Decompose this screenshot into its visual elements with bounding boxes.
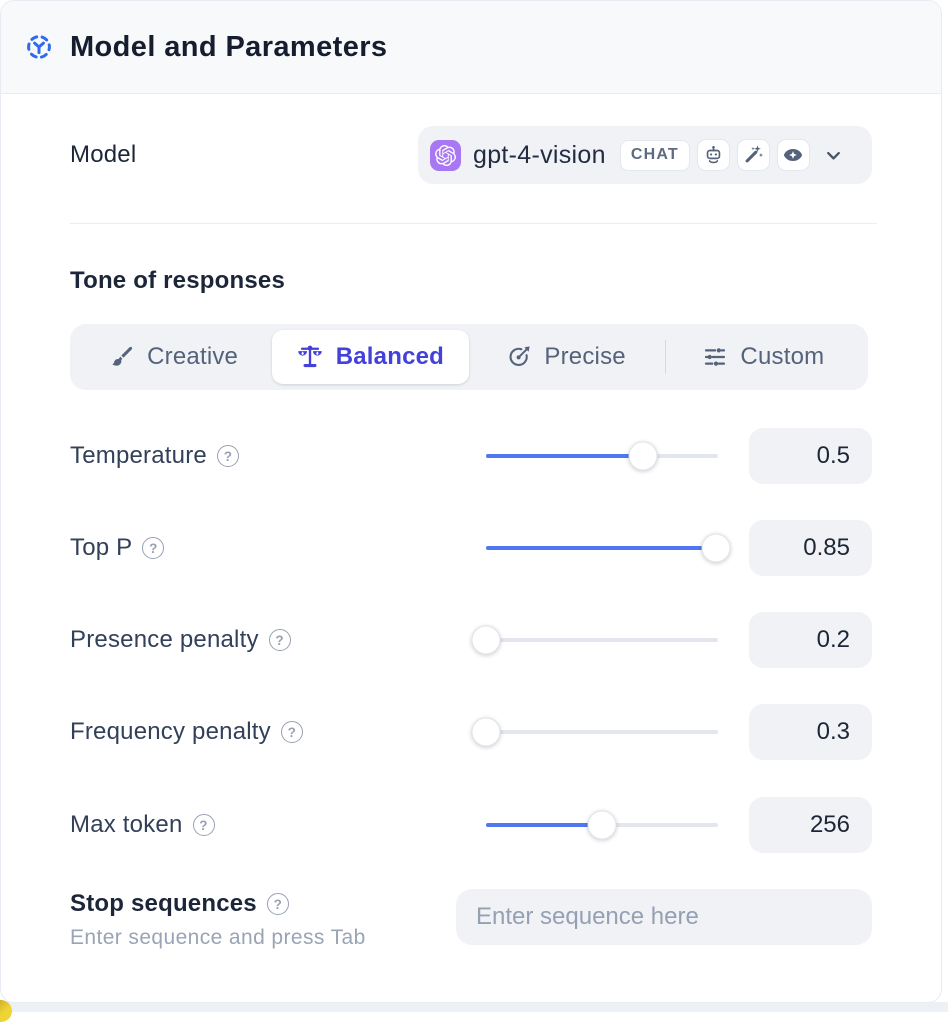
stop-sequence-input[interactable] bbox=[456, 889, 872, 945]
stop-sequences-title: Stop sequences ? bbox=[70, 890, 366, 918]
parameter-value: 0.2 bbox=[749, 612, 872, 668]
parameter-label-text: Presence penalty bbox=[70, 626, 259, 653]
parameter-label: Presence penalty ? bbox=[70, 626, 291, 654]
help-icon[interactable]: ? bbox=[142, 537, 165, 559]
parameter-label-text: Temperature bbox=[70, 442, 207, 469]
stop-sequences-row: Stop sequences ? Enter sequence and pres… bbox=[70, 889, 872, 949]
panel-header: Model and Parameters bbox=[1, 1, 941, 94]
tone-heading: Tone of responses bbox=[70, 267, 285, 294]
parameter-row-max-token: Max token ? 256 bbox=[70, 797, 872, 853]
help-icon[interactable]: ? bbox=[192, 814, 215, 836]
section-divider bbox=[70, 223, 877, 224]
tone-option-label: Precise bbox=[544, 343, 626, 370]
parameter-row-temperature: Temperature ? 0.5 bbox=[70, 428, 872, 484]
model-row: Model gpt-4-vision CHAT bbox=[70, 126, 872, 184]
parameter-label-text: Top P bbox=[70, 534, 133, 561]
slider-fill bbox=[486, 823, 602, 827]
paintbrush-icon bbox=[110, 345, 134, 369]
target-icon bbox=[507, 345, 531, 369]
stop-sequences-labels: Stop sequences ? Enter sequence and pres… bbox=[70, 890, 366, 950]
tone-segmented-control: Creative Balanced bbox=[70, 324, 868, 390]
slider-thumb[interactable] bbox=[471, 717, 501, 747]
parameter-slider[interactable] bbox=[486, 797, 718, 853]
magic-wand-icon bbox=[736, 139, 770, 171]
parameter-label: Top P ? bbox=[70, 534, 165, 562]
chat-badge: CHAT bbox=[619, 139, 690, 171]
sliders-icon bbox=[703, 345, 727, 369]
help-icon[interactable]: ? bbox=[216, 445, 239, 467]
openai-logo-icon bbox=[430, 139, 461, 171]
parameter-value: 256 bbox=[749, 797, 872, 853]
parameter-label: Max token ? bbox=[70, 811, 215, 839]
tone-option-label: Creative bbox=[147, 343, 239, 370]
parameter-slider[interactable] bbox=[471, 704, 718, 760]
slider-thumb[interactable] bbox=[471, 625, 501, 655]
robot-icon bbox=[696, 139, 730, 171]
stop-sequences-caption: Enter sequence and press Tab bbox=[70, 926, 366, 949]
model-select[interactable]: gpt-4-vision CHAT bbox=[418, 126, 872, 184]
chevron-down-icon bbox=[822, 144, 845, 167]
parameter-label: Frequency penalty ? bbox=[70, 718, 303, 746]
tone-option-balanced[interactable]: Balanced bbox=[272, 330, 469, 384]
parameter-row-top-p: Top P ? 0.85 bbox=[70, 520, 872, 576]
parameter-value: 0.85 bbox=[749, 520, 872, 576]
tone-option-label: Balanced bbox=[335, 343, 445, 370]
slider-track bbox=[486, 638, 718, 642]
segment-divider bbox=[664, 340, 666, 374]
parameter-label-text: Max token bbox=[70, 811, 183, 838]
slider-thumb[interactable] bbox=[587, 810, 617, 840]
slider-thumb[interactable] bbox=[628, 441, 658, 471]
model-label: Model bbox=[70, 141, 137, 168]
model-parameters-panel: Model and Parameters Model gpt-4-vision … bbox=[0, 0, 942, 1003]
page-bottom-strip bbox=[0, 1002, 948, 1012]
parameter-slider[interactable] bbox=[471, 612, 718, 668]
stop-sequences-label: Stop sequences bbox=[70, 890, 257, 917]
tone-option-creative[interactable]: Creative bbox=[76, 330, 272, 384]
help-icon[interactable]: ? bbox=[280, 721, 303, 743]
model-name: gpt-4-vision bbox=[473, 140, 606, 169]
vision-eye-icon bbox=[776, 139, 810, 171]
panel-content: Model gpt-4-vision CHAT bbox=[70, 95, 877, 1002]
balance-scale-icon bbox=[297, 344, 323, 370]
parameter-row-presence-penalty: Presence penalty ? 0.2 bbox=[70, 612, 872, 668]
slider-track bbox=[486, 730, 718, 734]
model-cube-icon bbox=[26, 34, 52, 60]
parameter-slider[interactable] bbox=[486, 520, 731, 576]
slider-fill bbox=[486, 546, 716, 550]
parameter-label: Temperature ? bbox=[70, 442, 239, 470]
parameter-slider[interactable] bbox=[486, 428, 718, 484]
panel-title: Model and Parameters bbox=[70, 30, 388, 63]
tone-option-precise[interactable]: Precise bbox=[469, 330, 665, 384]
help-icon[interactable]: ? bbox=[268, 629, 291, 651]
tone-option-custom[interactable]: Custom bbox=[666, 330, 862, 384]
parameter-label-text: Frequency penalty bbox=[70, 718, 271, 745]
help-icon[interactable]: ? bbox=[266, 893, 289, 915]
slider-fill bbox=[486, 454, 644, 458]
parameter-row-frequency-penalty: Frequency penalty ? 0.3 bbox=[70, 704, 872, 760]
parameter-value: 0.3 bbox=[749, 704, 872, 760]
parameter-value: 0.5 bbox=[749, 428, 872, 484]
slider-thumb[interactable] bbox=[701, 533, 731, 563]
tone-option-label: Custom bbox=[740, 343, 825, 370]
